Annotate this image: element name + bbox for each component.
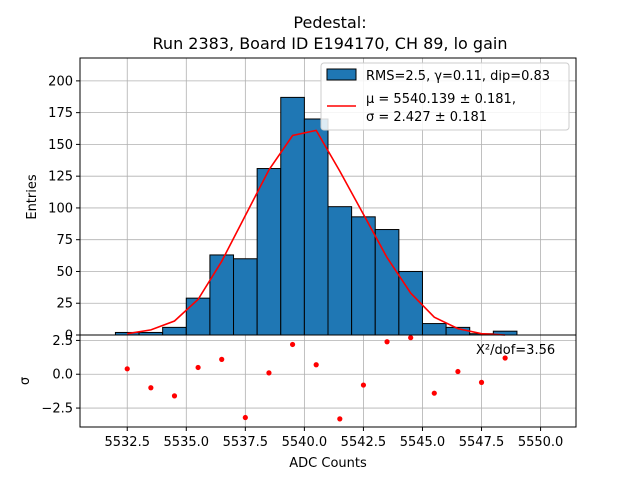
- residual-point: [431, 390, 437, 396]
- y-tick-label: 0: [65, 329, 73, 344]
- residual-point: [195, 364, 201, 371]
- y-tick-label: 50: [56, 265, 73, 280]
- histogram-bar: [303, 118, 329, 336]
- legend-histogram-label: RMS=2.5, γ=0.11, dip=0.83: [366, 69, 550, 84]
- legend: RMS=2.5, γ=0.11, dip=0.83 μ = 5540.139 ±…: [320, 62, 570, 131]
- fit-curve: [127, 129, 506, 336]
- histogram-bar: [162, 326, 187, 336]
- residual-point: [384, 339, 390, 345]
- residual-point: [313, 362, 319, 368]
- chart-title-line1: Pedestal:: [293, 13, 366, 32]
- x-ticks: 5532.5 5535.0 5537.5 5540.0 5542.5 5545.0 5547…: [104, 427, 563, 450]
- residual-point: [219, 356, 225, 362]
- residual-point: [171, 393, 178, 399]
- y-axis-label-bottom: σ: [18, 377, 33, 385]
- x-tick-label: 5550.0: [518, 435, 564, 450]
- y-tick-label: 0.0: [52, 368, 73, 383]
- residual-point: [148, 385, 154, 391]
- residual-points: [124, 335, 508, 422]
- histogram-bar: [185, 297, 211, 336]
- y-tick-label: 2.5: [52, 334, 73, 349]
- y-tick-label: 25: [56, 297, 73, 312]
- bottom-panel-grid: [80, 335, 576, 427]
- y-tick-label: 175: [48, 106, 73, 121]
- y-tick-label: 75: [56, 233, 73, 248]
- residual-point: [478, 379, 485, 385]
- y-tick-label: 200: [48, 74, 73, 89]
- chi2-label: X²/dof=3.56: [476, 343, 555, 358]
- residual-point: [502, 355, 508, 361]
- residual-point: [289, 341, 296, 348]
- residual-point: [455, 368, 461, 375]
- top-y-ticks: 0 25 50 75 100 125 150 175 200: [48, 74, 80, 344]
- histogram-bar: [351, 216, 376, 336]
- bottom-panel-frame: [79, 334, 577, 428]
- y-axis-label-top: Entries: [25, 174, 40, 220]
- histogram-bar: [327, 206, 353, 336]
- y-tick-label: 125: [48, 170, 73, 185]
- residual-point: [124, 366, 130, 372]
- histogram-bar: [421, 323, 447, 336]
- y-tick-label: 150: [48, 138, 73, 153]
- y-tick-label: 100: [48, 201, 73, 216]
- histogram-bar: [233, 258, 258, 336]
- x-tick-label: 5532.5: [104, 435, 150, 450]
- bottom-y-ticks: −2.5 0.0 2.5: [41, 334, 80, 417]
- histogram-bars: [114, 96, 518, 336]
- x-tick-label: 5547.5: [459, 435, 505, 450]
- legend-histogram-swatch: [326, 68, 357, 81]
- residual-point: [337, 416, 343, 422]
- histogram-bar: [209, 254, 235, 336]
- residual-point: [360, 382, 367, 388]
- histogram-bar: [374, 229, 400, 336]
- x-axis-label: ADC Counts: [289, 456, 367, 471]
- x-tick-label: 5542.5: [341, 435, 387, 450]
- residual-point: [408, 335, 414, 341]
- x-tick-label: 5540.0: [282, 435, 328, 450]
- x-tick-label: 5537.5: [223, 435, 269, 450]
- legend-fit-label-line1: μ = 5540.139 ± 0.181,: [366, 92, 516, 107]
- chart-title-line2: Run 2383, Board ID E194170, CH 89, lo ga…: [153, 34, 508, 53]
- residual-point: [266, 370, 272, 376]
- legend-fit-label-line2: σ = 2.427 ± 0.181: [366, 110, 487, 125]
- histogram-bar: [256, 168, 282, 336]
- legend-box: [320, 62, 570, 131]
- x-tick-label: 5545.0: [400, 435, 446, 450]
- x-tick-label: 5535.0: [164, 435, 210, 450]
- y-tick-label: −2.5: [41, 402, 73, 417]
- residual-point: [242, 414, 248, 421]
